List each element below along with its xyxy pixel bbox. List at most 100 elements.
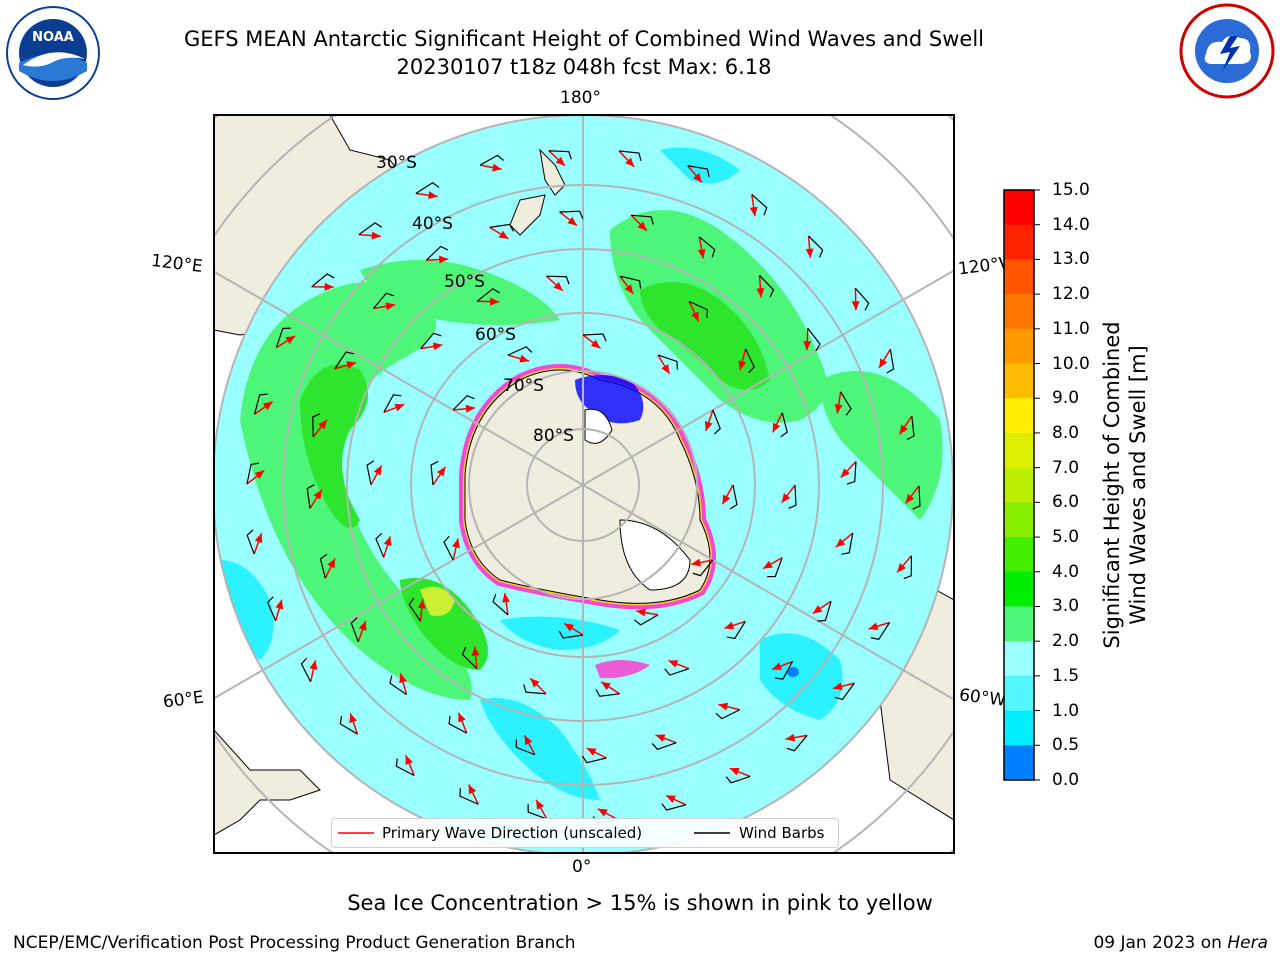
colorbar-tick-label: 2.0 <box>1052 631 1080 652</box>
wind-barb <box>425 245 449 261</box>
wave-direction-arrowhead <box>471 646 480 656</box>
colorbar-tick-label: 12.0 <box>1052 284 1090 305</box>
wind-barb <box>246 529 255 555</box>
wind-barb <box>375 532 385 558</box>
wind-barb <box>415 182 440 195</box>
wave-direction-arrowhead <box>555 156 565 166</box>
noaa-logo-text: NOAA <box>32 30 74 45</box>
colorbar-tick-label: 10.0 <box>1052 353 1090 374</box>
lat-label-50s: 50°S <box>444 272 485 292</box>
wave-direction-arrowhead <box>468 784 477 795</box>
wave-direction-arrowhead <box>763 560 773 569</box>
colorbar-tick-label: 6.0 <box>1052 492 1080 513</box>
primary-wave-legend-swatch <box>338 832 374 834</box>
wind-barb <box>786 734 808 752</box>
wave-direction-arrowhead <box>452 538 460 549</box>
colorbar-segment <box>1004 710 1034 746</box>
wind-barb <box>408 597 421 622</box>
colorbar-frame <box>1003 189 1035 781</box>
wind-barb <box>253 393 268 415</box>
wave-direction-arrowhead <box>668 660 679 668</box>
wave-direction-arrowhead <box>805 248 814 258</box>
wave-direction-arrowhead <box>492 163 502 172</box>
lat-label-70s: 70°S <box>503 376 544 396</box>
lon-label-0: 0° <box>572 857 592 877</box>
wave-direction-arrowhead <box>729 767 740 776</box>
wave-direction-arrowhead <box>781 493 791 503</box>
wind-barb <box>751 194 768 216</box>
wind-barb <box>492 593 509 616</box>
wave-direction-arrowhead <box>417 599 426 609</box>
wave-direction-arrowhead <box>691 558 701 567</box>
wave-direction-arrowhead <box>254 533 263 544</box>
wave-direction-arrowhead <box>553 281 563 291</box>
colorbar-tick-label: 0.5 <box>1052 735 1080 756</box>
colorbar-segment <box>1004 571 1034 607</box>
wind-barb <box>350 617 359 642</box>
wind-barb <box>834 682 855 701</box>
wind-barb <box>886 349 895 374</box>
colorbar-segment <box>1004 467 1034 503</box>
wave-direction-arrowhead <box>262 401 273 411</box>
colorbar-tick-label: 5.0 <box>1052 527 1080 548</box>
lat-label-80s: 80°S <box>533 426 574 446</box>
footer-date-text: 09 Jan 2023 on <box>1093 933 1228 953</box>
wind-barb <box>476 288 501 302</box>
colorbar-label: Significant Height of Combined Wind Wave… <box>1100 321 1150 648</box>
colorbar-tick-label: 13.0 <box>1052 249 1090 270</box>
wave-direction-arrowhead <box>738 360 747 371</box>
wind-barb <box>726 621 746 640</box>
wave-direction-arrowhead <box>666 795 676 803</box>
colorbar-segment <box>1004 675 1034 712</box>
wind-barb <box>266 596 277 622</box>
wind-barb <box>903 555 913 580</box>
wind-barb <box>661 803 687 811</box>
wind-barb <box>548 150 572 160</box>
wave-direction-arrowhead <box>371 231 381 240</box>
colorbar-tick-label: 7.0 <box>1052 457 1080 478</box>
wave-direction-arrowhead <box>625 157 635 167</box>
wind-barb <box>619 275 642 289</box>
wave-direction-arrowhead <box>897 563 906 573</box>
wave-direction-arrowhead <box>718 702 729 711</box>
wind-barb <box>312 413 321 437</box>
footer-branch: NCEP/EMC/Verification Post Processing Pr… <box>13 933 576 953</box>
wave-direction-arrowhead <box>564 623 575 632</box>
wind-barb <box>715 709 741 720</box>
wind-barb <box>452 394 475 411</box>
wave-direction-arrowhead <box>498 230 509 239</box>
colorbar-segment <box>1004 328 1034 365</box>
wind-barb <box>774 661 794 680</box>
wind-barb <box>870 622 891 641</box>
wave-direction-arrowhead <box>530 678 540 688</box>
wind-barb <box>759 275 775 298</box>
wind-barb <box>443 535 454 561</box>
sea-ice-caption-text: Sea Ice Concentration > 15% is shown in … <box>347 891 933 915</box>
wave-direction-arrowhead <box>349 713 357 724</box>
wind-barb-legend-label: Wind Barbs <box>739 824 825 842</box>
wave-direction-arrowhead <box>851 301 860 311</box>
colorbar-segment <box>1004 190 1034 226</box>
wave-direction-arrowhead <box>772 422 781 433</box>
wave-direction-arrowhead <box>899 424 908 435</box>
primary-wave-legend-label: Primary Wave Direction (unscaled) <box>382 824 643 842</box>
wind-barb <box>780 412 788 438</box>
wind-barb <box>631 214 654 225</box>
wind-barb <box>729 484 738 510</box>
wind-barb <box>430 460 439 486</box>
wind-barb <box>515 739 536 756</box>
colorbar-tick-label: 15.0 <box>1052 180 1090 200</box>
wave-direction-arrowhead <box>394 403 405 412</box>
colorbar-tick-label: 11.0 <box>1052 318 1090 339</box>
colorbar-segment <box>1004 398 1034 434</box>
footer-date: 09 Jan 2023 on Hera <box>1093 933 1268 953</box>
wind-barb <box>489 223 515 232</box>
wind-barb <box>664 668 690 676</box>
colorbar-tick-label: 0.0 <box>1052 770 1080 790</box>
colorbar-segment <box>1004 224 1034 260</box>
wind-barb <box>559 210 584 219</box>
wind-barb <box>692 559 714 577</box>
wave-direction-arrowhead <box>383 536 392 547</box>
wind-barb <box>546 275 570 285</box>
wind-barb <box>311 273 335 288</box>
